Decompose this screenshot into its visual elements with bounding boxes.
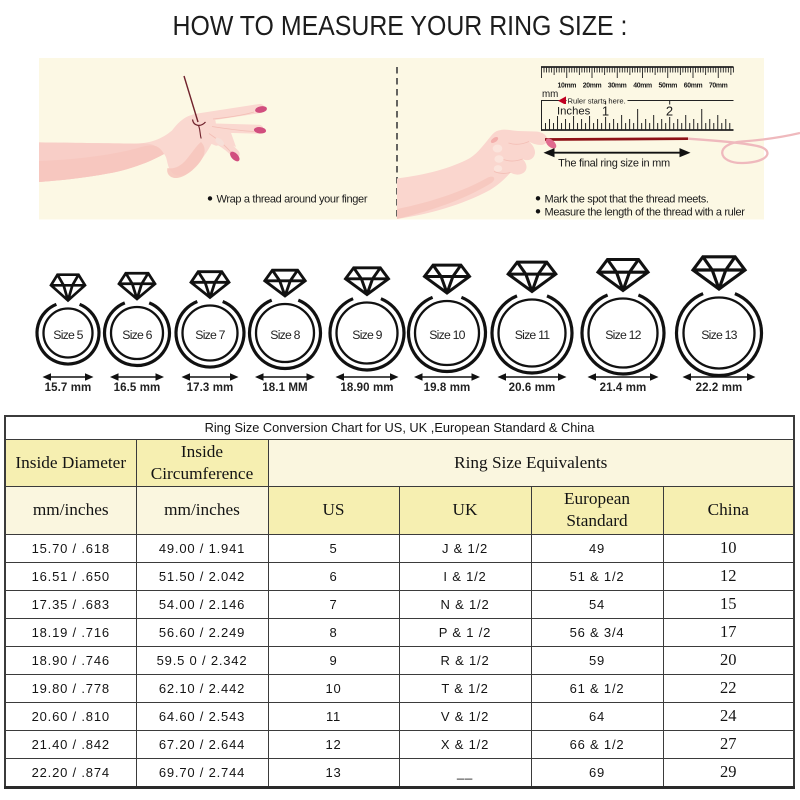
svg-text:40mm: 40mm [633,83,652,90]
svg-text:Size 6: Size 6 [122,328,152,342]
svg-text:15.7 mm: 15.7 mm [45,382,92,394]
svg-text:Size 7: Size 7 [195,328,225,342]
svg-text:1: 1 [602,104,609,119]
svg-text:Size 13: Size 13 [701,328,737,342]
svg-text:Size 11: Size 11 [515,328,550,342]
svg-text:16.5 mm: 16.5 mm [114,382,161,394]
svg-text:The final ring size in mm: The final ring size in mm [558,157,670,169]
svg-text:60mm: 60mm [684,83,703,90]
svg-text:50mm: 50mm [659,83,678,90]
svg-text:2: 2 [666,104,673,119]
svg-text:Inches: Inches [557,106,591,118]
svg-text:70mm: 70mm [709,83,728,90]
svg-text:20mm: 20mm [583,83,602,90]
svg-text:Measure the length of the thre: Measure the length of the thread with a … [545,206,746,218]
svg-text:Size 10: Size 10 [429,328,465,342]
svg-text:22.2 mm: 22.2 mm [696,382,743,394]
svg-text:Size 8: Size 8 [270,328,300,342]
svg-text:Size 12: Size 12 [605,328,641,342]
svg-text:Mark the spot that the thread: Mark the spot that the thread meets. [545,193,709,205]
svg-text:21.4 mm: 21.4 mm [600,382,647,394]
svg-text:mm: mm [542,89,558,100]
svg-text:Size 5: Size 5 [53,328,83,342]
svg-text:18.1 MM: 18.1 MM [262,382,307,394]
svg-text:Ruler starts here.: Ruler starts here. [568,97,626,106]
svg-text:Size 9: Size 9 [352,328,382,342]
svg-text:18.90 mm: 18.90 mm [340,382,393,394]
svg-text:Wrap a thread around your fing: Wrap a thread around your finger [217,193,368,205]
svg-text:17.3 mm: 17.3 mm [187,382,234,394]
svg-text:30mm: 30mm [608,83,627,90]
svg-text:20.6 mm: 20.6 mm [509,382,556,394]
svg-text:10mm: 10mm [558,83,577,90]
svg-text:19.8 mm: 19.8 mm [424,382,471,394]
